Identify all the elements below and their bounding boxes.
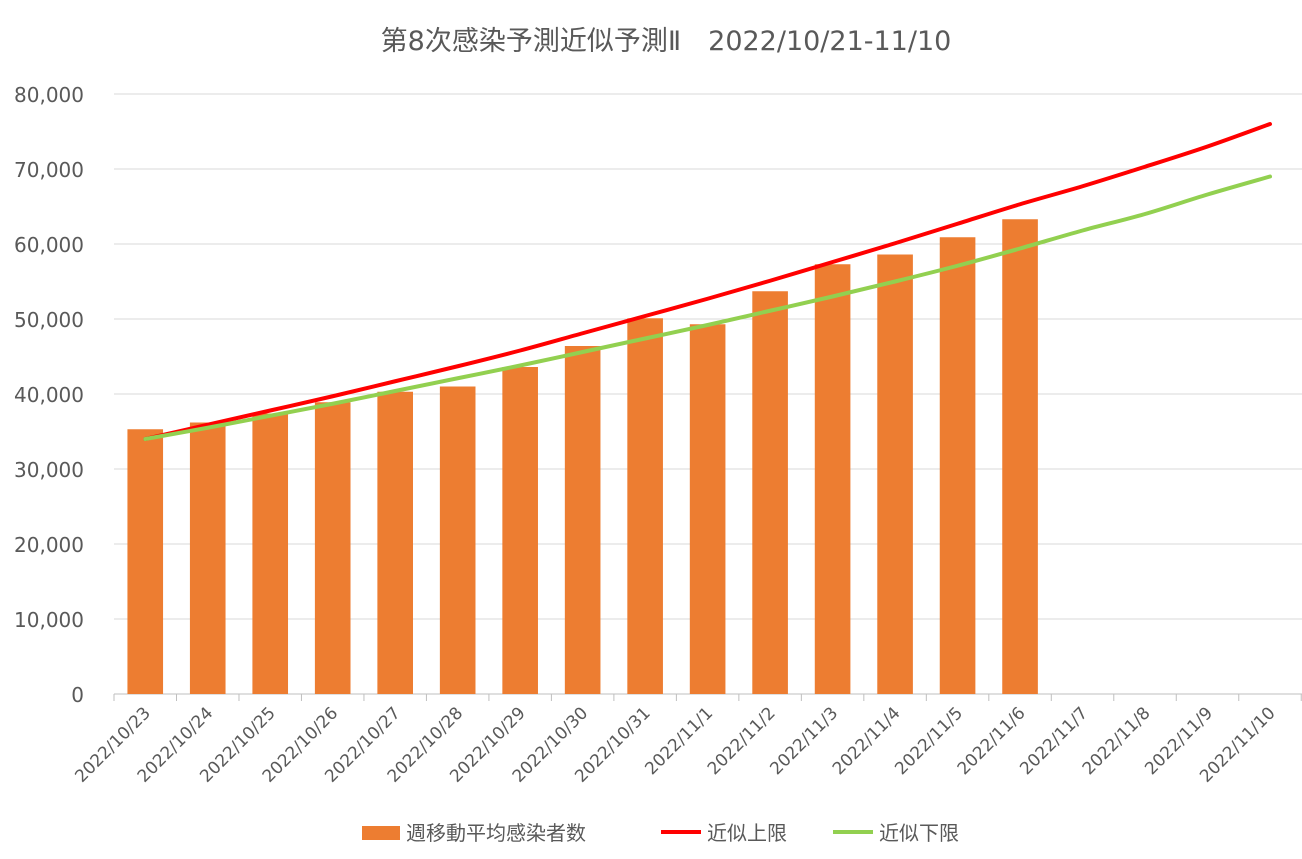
bar [439, 386, 476, 694]
y-axis: 0 10,000 20,000 30,000 40,000 50,000 60,000 70,… [14, 83, 84, 707]
legend-swatch [362, 826, 400, 840]
bar [189, 422, 226, 694]
bar [314, 402, 351, 694]
line-series [143, 122, 1272, 441]
bar [1002, 219, 1038, 694]
y-tick-label: 10,000 [14, 608, 84, 632]
bar [627, 318, 663, 694]
y-tick-label: 30,000 [14, 458, 84, 482]
bar [877, 254, 913, 694]
y-tick-label: 70,000 [14, 158, 84, 182]
y-tick-label: 20,000 [14, 533, 84, 557]
bar [814, 264, 851, 694]
bar [502, 367, 538, 694]
series-line [143, 122, 1272, 441]
bar [377, 391, 413, 694]
legend: 週移動平均感染者数 近似上限 近似下限 [362, 821, 959, 845]
x-axis: 2022/10/232022/10/242022/10/252022/10/26… [71, 694, 1302, 787]
legend-label: 近似上限 [707, 821, 787, 845]
y-tick-label: 0 [71, 683, 84, 707]
bar-series [127, 219, 1038, 694]
chart-title: 第8次感染予測近似予測Ⅱ 2022/10/21-11/10 [381, 26, 952, 57]
bar [127, 429, 164, 694]
bar [939, 237, 976, 694]
legend-label: 週移動平均感染者数 [406, 821, 586, 845]
bar [564, 346, 601, 694]
legend-label: 近似下限 [879, 821, 959, 845]
bar [689, 324, 726, 694]
y-tick-label: 40,000 [14, 383, 84, 407]
y-tick-label: 80,000 [14, 83, 84, 107]
bar [252, 413, 289, 694]
y-tick-label: 50,000 [14, 308, 84, 332]
bar [752, 291, 788, 694]
y-tick-label: 60,000 [14, 233, 84, 257]
series-line [143, 174, 1272, 441]
